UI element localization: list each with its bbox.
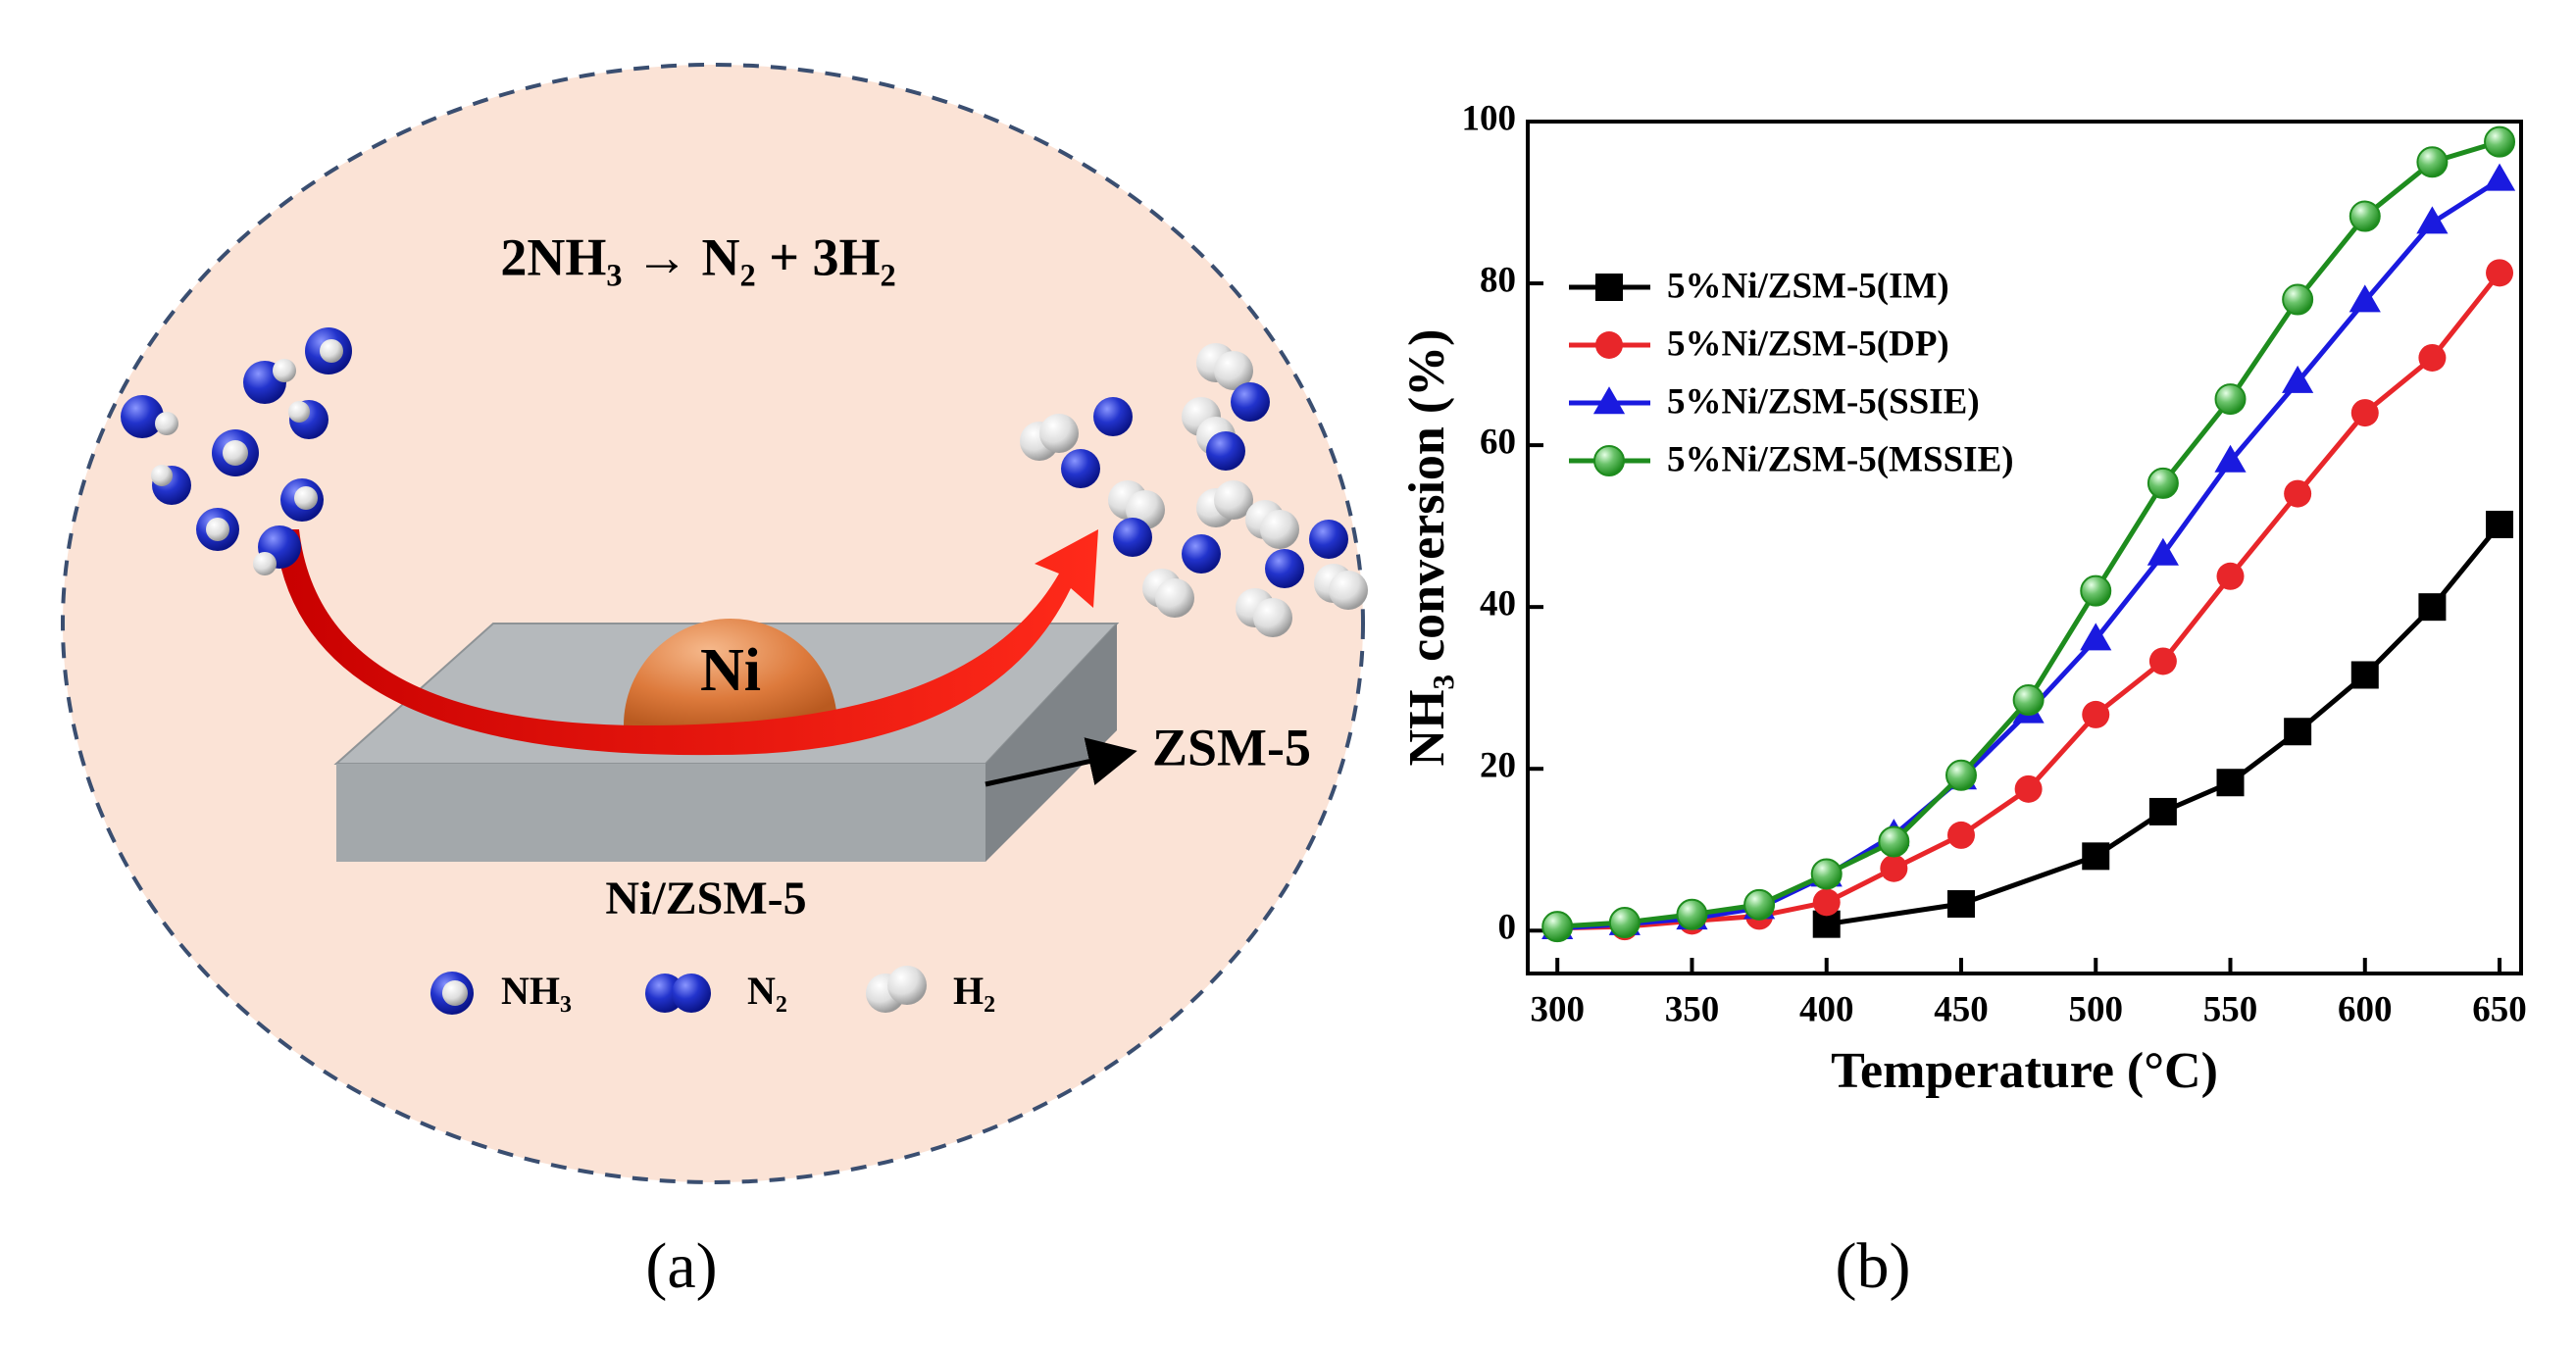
marker: [2080, 623, 2112, 651]
nh3-molecules: [121, 327, 352, 575]
series-line: [1557, 271, 2501, 931]
marker: [1810, 858, 1843, 890]
legend-marker: [1595, 331, 1623, 359]
y-tick-label: 20: [1480, 746, 1516, 786]
series-line: [1826, 523, 2501, 927]
h2-icon: [887, 966, 927, 1005]
x-tick-label: 550: [2203, 989, 2258, 1029]
diagram: 2NH₃ → N₂ + 3H₂ Ni ZSM-5 Ni/ZSM-5: [61, 63, 1368, 1184]
legend-label: 5%Ni/ZSM-5(DP): [1667, 324, 1949, 364]
legend-marker: [1593, 445, 1625, 476]
legend-label: 5%Ni/ZSM-5(IM): [1667, 266, 1949, 306]
legend-label: NH₃: [501, 969, 572, 1013]
marker: [2214, 444, 2247, 473]
ni-particle: [624, 619, 837, 725]
x-tick-label: 300: [1530, 989, 1585, 1029]
marker: [2148, 647, 2177, 675]
reaction-arrow: [275, 529, 1098, 756]
marker: [2284, 479, 2312, 508]
marker: [2349, 284, 2381, 313]
marker: [1946, 890, 1975, 919]
marker: [2350, 399, 2379, 427]
marker: [1608, 907, 1641, 939]
marker: [1946, 821, 1975, 849]
marker: [2282, 365, 2314, 393]
marker: [2282, 283, 2314, 316]
y-tick-label: 40: [1480, 584, 1516, 624]
equation: 2NH₃ → N₂ + 3H₂: [500, 227, 895, 286]
marker: [1945, 759, 1977, 791]
marker: [2418, 593, 2447, 622]
legend-marker: [1595, 274, 1623, 301]
x-tick-label: 650: [2472, 989, 2527, 1029]
chart: 0 20 40 60 80 100 300 350 400 450 500 550 600 650 Temp…: [1399, 98, 2527, 1098]
catalyst-label: Ni: [700, 637, 761, 704]
legend-marker: [1592, 386, 1626, 415]
marker: [2416, 146, 2449, 178]
marker: [2147, 467, 2179, 499]
marker: [1878, 825, 1910, 858]
marker: [2486, 259, 2514, 287]
marker: [2483, 163, 2516, 191]
marker: [2214, 383, 2247, 416]
legend-label: H₂: [953, 969, 995, 1013]
marker: [2284, 718, 2312, 746]
marker: [2350, 661, 2379, 689]
marker: [2147, 537, 2179, 566]
x-tick-label: 500: [2068, 989, 2123, 1029]
marker: [2486, 510, 2514, 538]
nh3-icon: [442, 980, 468, 1006]
panel-label: (b): [1836, 1230, 1911, 1302]
n2-icon: [672, 974, 711, 1013]
marker: [1880, 854, 1908, 882]
marker: [2082, 842, 2110, 871]
x-tick-label: 400: [1799, 989, 1854, 1029]
x-tick-label: 450: [1934, 989, 1989, 1029]
legend-label: 5%Ni/ZSM-5(SSIE): [1667, 381, 1980, 422]
marker: [2148, 797, 2177, 825]
marker: [2418, 343, 2447, 372]
marker: [2416, 206, 2449, 234]
marker: [2014, 774, 2043, 803]
y-tick-label: 100: [1462, 98, 1517, 138]
support-label: ZSM-5: [1152, 718, 1311, 776]
y-tick-label: 60: [1480, 423, 1516, 463]
marker: [2216, 769, 2245, 797]
plot-frame: [1526, 120, 2523, 975]
marker: [2080, 574, 2112, 607]
series-line: [1557, 139, 2500, 929]
marker: [2349, 200, 2381, 232]
y-tick-label: 80: [1480, 261, 1516, 301]
marker: [2012, 684, 2045, 717]
y-tick-label: 0: [1498, 908, 1517, 948]
product-molecules: [1020, 343, 1368, 637]
marker: [2082, 700, 2110, 728]
panel-label: (a): [645, 1230, 717, 1302]
x-tick-label: 600: [2338, 989, 2393, 1029]
x-axis-label: Temperature (°C): [1831, 1043, 2218, 1099]
legend-label: 5%Ni/ZSM-5(MSSIE): [1667, 439, 2014, 479]
marker: [2484, 125, 2516, 158]
marker: [1541, 911, 1574, 943]
catalyst-caption: Ni/ZSM-5: [605, 873, 806, 924]
marker: [2216, 562, 2245, 590]
marker: [1743, 888, 1776, 921]
y-axis-label: NH₃ conversion (%): [1399, 329, 1455, 767]
x-tick-label: 350: [1665, 989, 1720, 1029]
pointer: [985, 737, 1137, 787]
legend-label: N₂: [747, 969, 787, 1013]
slab-side: [985, 624, 1117, 862]
marker: [1676, 898, 1708, 930]
marker: [1812, 888, 1841, 917]
slab-front: [336, 764, 985, 862]
